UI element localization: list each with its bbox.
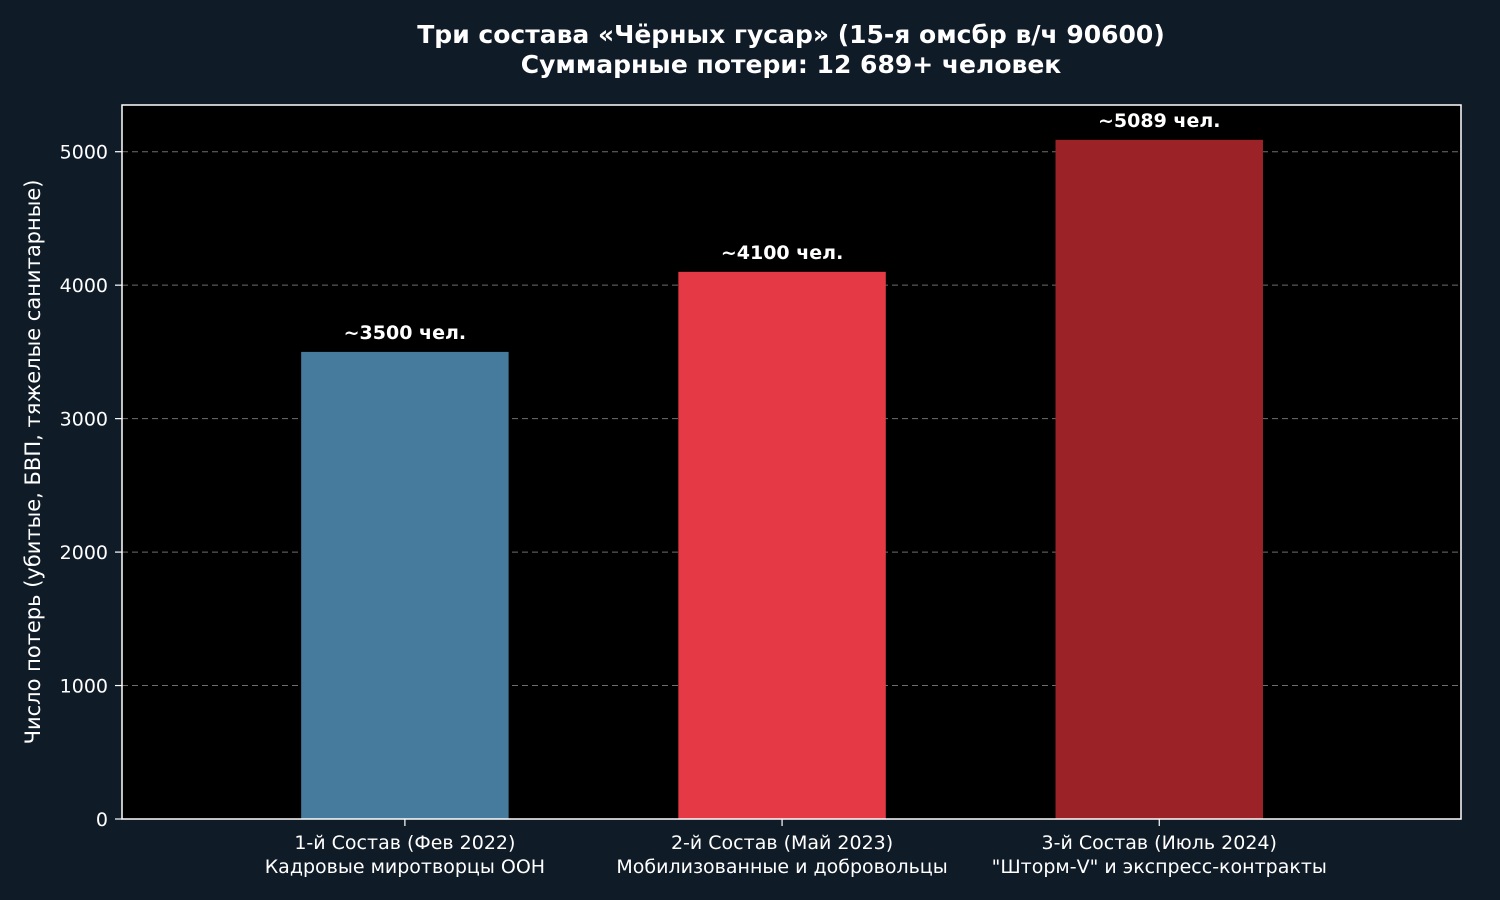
x-tick-label-3-line-1: 3-й Состав (Июль 2024) — [1042, 832, 1277, 854]
bar-value-label-1: ~3500 чел. — [344, 322, 466, 344]
chart-subtitle: Суммарные потери: 12 689+ человек — [521, 50, 1062, 79]
y-tick-label: 3000 — [60, 409, 108, 431]
y-tick-label: 2000 — [60, 542, 108, 564]
bar-1 — [301, 351, 509, 819]
bar-value-label-3: ~5089 чел. — [1098, 110, 1220, 132]
y-tick-label: 4000 — [60, 275, 108, 297]
y-axis-label: Число потерь (убитые, БВП, тяжелые санит… — [21, 180, 45, 745]
x-tick-label-2-line-2: Мобилизованные и добровольцы — [616, 856, 947, 878]
bar-3 — [1055, 139, 1263, 819]
x-tick-label-1-line-1: 1-й Состав (Фев 2022) — [294, 832, 515, 854]
x-tick-label-3-line-2: "Шторм-V" и экспресс-контракты — [992, 856, 1327, 878]
bar-value-label-2: ~4100 чел. — [721, 242, 843, 264]
x-tick-label-2-line-1: 2-й Состав (Май 2023) — [671, 832, 893, 854]
y-tick-label: 1000 — [60, 676, 108, 698]
y-axis: 0 1000 2000 3000 4000 5000 — [60, 142, 122, 831]
y-tick-label: 5000 — [60, 142, 108, 164]
bars: ~3500 чел. ~4100 чел. ~5089 чел. — [301, 110, 1263, 820]
x-tick-label-1-line-2: Кадровые миротворцы ООН — [265, 856, 545, 878]
y-tick-label: 0 — [96, 809, 108, 831]
chart-title: Три состава «Чёрных гусар» (15-я омсбр в… — [417, 20, 1165, 49]
plot-frame — [121, 104, 1462, 820]
x-axis: 1-й Состав (Фев 2022)Кадровые миротворцы… — [265, 819, 1327, 878]
bar-2 — [678, 271, 886, 820]
